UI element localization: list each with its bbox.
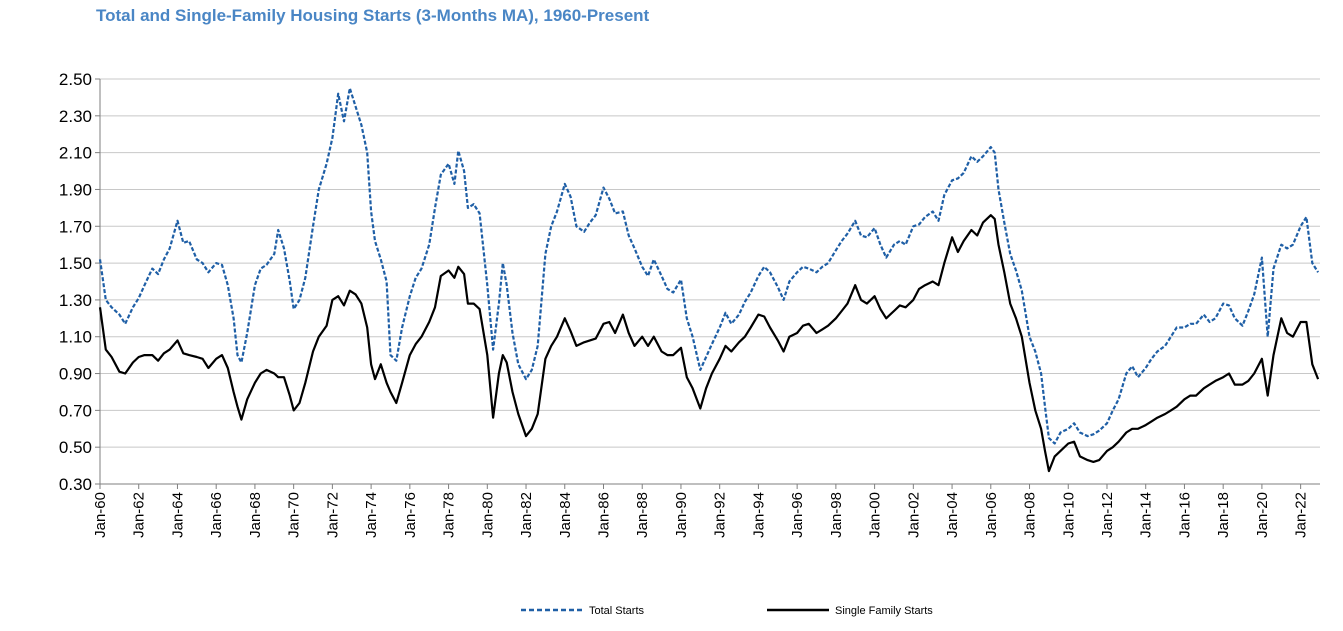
series-line-single-family-starts <box>98 214 1320 473</box>
x-tick-label: Jan-72 <box>324 492 341 538</box>
x-tick-label: Jan-76 <box>402 492 419 538</box>
y-tick-label: 1.70 <box>59 217 92 236</box>
legend-label-single-family-starts: Single Family Starts <box>835 605 933 617</box>
x-tick-label: Jan-92 <box>712 492 729 538</box>
y-tick-labels: 2.50 2.30 2.10 1.90 1.70 1.50 1.30 1.10 0.90 0.70… <box>59 70 100 494</box>
x-tick-label: Jan-20 <box>1254 492 1271 538</box>
x-tick-label: Jan-08 <box>1022 492 1039 538</box>
legend: Total Starts Single Family Starts <box>521 605 933 617</box>
x-tick-label: Jan-88 <box>634 492 651 538</box>
y-tick-label: 2.10 <box>59 144 92 163</box>
x-tick-label: Jan-10 <box>1060 492 1077 538</box>
x-tick-label: Jan-00 <box>867 492 884 538</box>
x-tick-label: Jan-98 <box>828 492 845 538</box>
x-tick-label: Jan-96 <box>789 492 806 538</box>
series-lines <box>98 87 1320 473</box>
x-tick-label: Jan-86 <box>595 492 612 538</box>
x-tick-labels: Jan-60 Jan-62 Jan-64 Jan-66 Jan-68 Jan-70 Jan-… <box>92 484 1310 538</box>
chart-title: Total and Single-Family Housing Starts (… <box>96 6 650 25</box>
series-line-total-starts <box>98 87 1320 445</box>
y-tick-label: 2.30 <box>59 107 92 126</box>
x-tick-label: Jan-80 <box>479 492 496 538</box>
x-tick-label: Jan-66 <box>208 492 225 538</box>
legend-label-total-starts: Total Starts <box>589 605 645 617</box>
x-tick-label: Jan-18 <box>1215 492 1232 538</box>
axes <box>99 79 1320 485</box>
y-tick-label: 0.90 <box>59 365 92 384</box>
y-tick-label: 1.50 <box>59 254 92 273</box>
x-tick-label: Jan-82 <box>518 492 535 538</box>
x-tick-label: Jan-06 <box>983 492 1000 538</box>
x-tick-label: Jan-16 <box>1176 492 1193 538</box>
x-tick-label: Jan-14 <box>1138 492 1155 538</box>
y-tick-label: 1.10 <box>59 328 92 347</box>
legend-item-single-family-starts: Single Family Starts <box>767 605 933 617</box>
y-tick-label: 0.30 <box>59 475 92 494</box>
x-tick-label: Jan-68 <box>247 492 264 538</box>
x-tick-label: Jan-84 <box>557 492 574 538</box>
legend-item-total-starts: Total Starts <box>521 605 645 617</box>
x-tick-label: Jan-78 <box>441 492 458 538</box>
x-tick-label: Jan-70 <box>286 492 303 538</box>
y-tick-label: 2.50 <box>59 70 92 89</box>
x-tick-label: Jan-22 <box>1293 492 1310 538</box>
x-tick-label: Jan-90 <box>673 492 690 538</box>
x-tick-label: Jan-74 <box>363 492 380 538</box>
y-tick-label: 1.90 <box>59 180 92 199</box>
grid-lines <box>100 78 1320 448</box>
x-tick-label: Jan-12 <box>1099 492 1116 538</box>
x-tick-label: Jan-60 <box>92 492 109 538</box>
x-tick-label: Jan-62 <box>131 492 148 538</box>
x-tick-label: Jan-02 <box>905 492 922 538</box>
x-tick-label: Jan-94 <box>750 492 767 538</box>
x-tick-label: Jan-64 <box>169 492 186 538</box>
y-tick-label: 0.50 <box>59 438 92 457</box>
y-tick-label: 0.70 <box>59 401 92 420</box>
x-tick-label: Jan-04 <box>944 492 961 538</box>
y-tick-label: 1.30 <box>59 291 92 310</box>
